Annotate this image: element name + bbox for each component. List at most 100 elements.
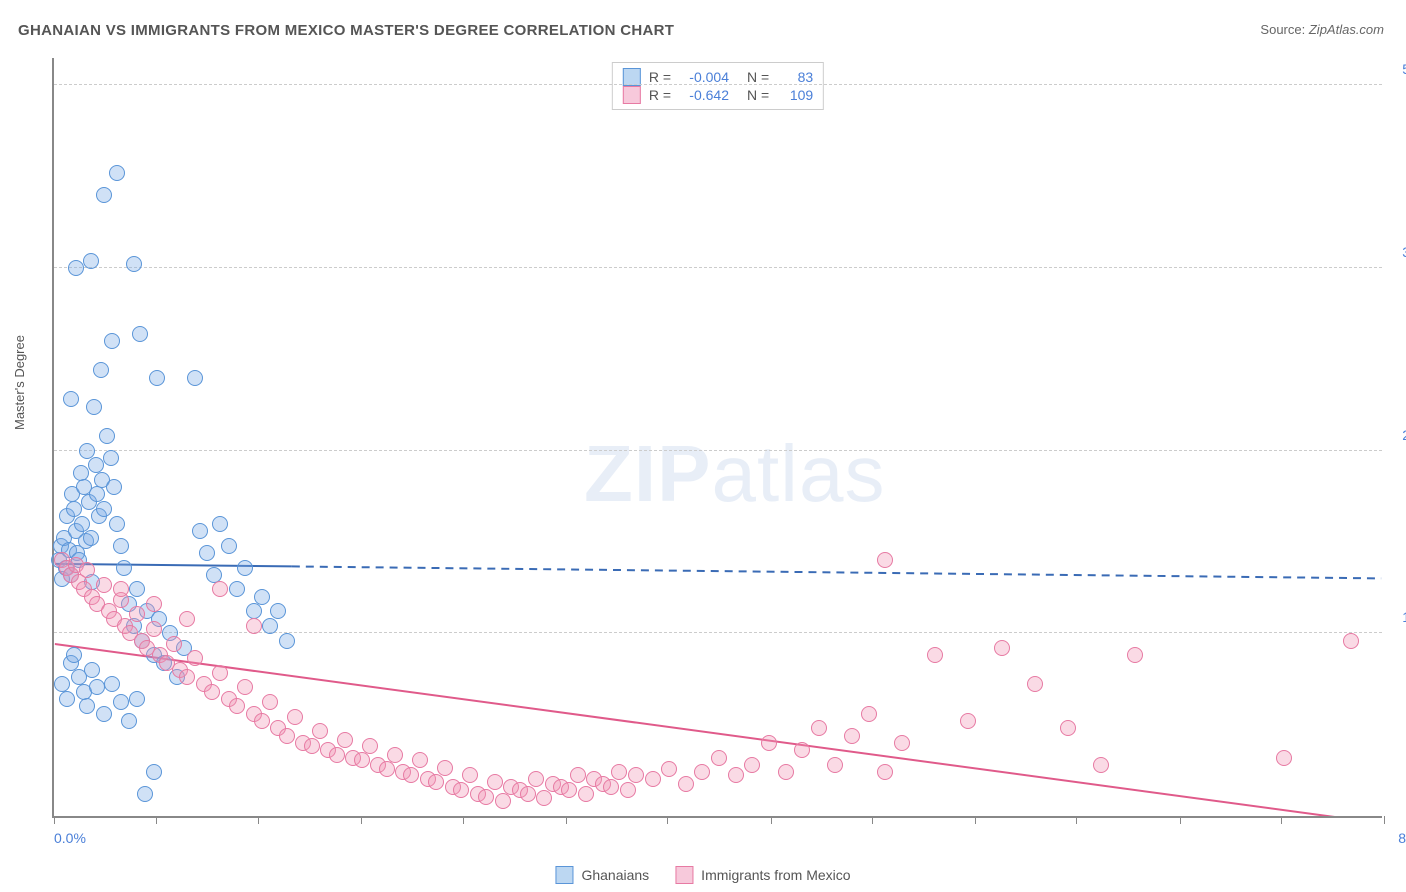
stats-row: R =-0.642N =109 bbox=[623, 86, 813, 104]
data-point bbox=[229, 698, 245, 714]
y-tick-label: 12.5% bbox=[1388, 609, 1406, 625]
data-point bbox=[104, 676, 120, 692]
data-point bbox=[63, 391, 79, 407]
data-point bbox=[132, 326, 148, 342]
data-point bbox=[83, 253, 99, 269]
data-point bbox=[212, 581, 228, 597]
x-tick bbox=[1281, 816, 1282, 824]
x-tick bbox=[1180, 816, 1181, 824]
x-tick bbox=[361, 816, 362, 824]
data-point bbox=[113, 581, 129, 597]
data-point bbox=[711, 750, 727, 766]
data-point bbox=[68, 260, 84, 276]
data-point bbox=[229, 581, 245, 597]
legend-label: Ghanaians bbox=[581, 867, 649, 883]
stat-r-label: R = bbox=[649, 87, 671, 103]
legend-swatch bbox=[675, 866, 693, 884]
watermark-bold: ZIP bbox=[584, 429, 711, 518]
data-point bbox=[96, 577, 112, 593]
data-point bbox=[678, 776, 694, 792]
data-point bbox=[861, 706, 877, 722]
y-tick-label: 37.5% bbox=[1388, 244, 1406, 260]
data-point bbox=[811, 720, 827, 736]
stat-r-value: -0.004 bbox=[679, 69, 729, 85]
regression-lines bbox=[54, 58, 1382, 816]
stats-legend-box: R =-0.004N =83R =-0.642N =109 bbox=[612, 62, 824, 110]
data-point bbox=[246, 618, 262, 634]
data-point bbox=[337, 732, 353, 748]
data-point bbox=[137, 786, 153, 802]
legend: Ghanaians Immigrants from Mexico bbox=[555, 866, 850, 884]
data-point bbox=[528, 771, 544, 787]
data-point bbox=[354, 752, 370, 768]
data-point bbox=[312, 723, 328, 739]
data-point bbox=[428, 774, 444, 790]
data-point bbox=[86, 399, 102, 415]
x-tick bbox=[667, 816, 668, 824]
data-point bbox=[109, 516, 125, 532]
data-point bbox=[561, 782, 577, 798]
data-point bbox=[106, 479, 122, 495]
data-point bbox=[495, 793, 511, 809]
data-point bbox=[103, 450, 119, 466]
data-point bbox=[187, 370, 203, 386]
x-tick bbox=[1384, 816, 1385, 824]
x-tick bbox=[975, 816, 976, 824]
data-point bbox=[66, 501, 82, 517]
x-tick bbox=[54, 816, 55, 824]
data-point bbox=[84, 662, 100, 678]
data-point bbox=[1127, 647, 1143, 663]
data-point bbox=[88, 457, 104, 473]
data-point bbox=[146, 596, 162, 612]
gridline bbox=[54, 84, 1382, 85]
stat-n-value: 83 bbox=[777, 69, 813, 85]
data-point bbox=[204, 684, 220, 700]
data-point bbox=[83, 530, 99, 546]
x-tick bbox=[872, 816, 873, 824]
data-point bbox=[437, 760, 453, 776]
data-point bbox=[620, 782, 636, 798]
data-point bbox=[1276, 750, 1292, 766]
x-tick bbox=[258, 816, 259, 824]
data-point bbox=[877, 552, 893, 568]
legend-swatch bbox=[555, 866, 573, 884]
x-tick-label-min: 0.0% bbox=[54, 830, 86, 846]
data-point bbox=[960, 713, 976, 729]
data-point bbox=[329, 747, 345, 763]
data-point bbox=[1093, 757, 1109, 773]
data-point bbox=[116, 560, 132, 576]
data-point bbox=[611, 764, 627, 780]
data-point bbox=[412, 752, 428, 768]
data-point bbox=[694, 764, 710, 780]
data-point bbox=[570, 767, 586, 783]
data-point bbox=[536, 790, 552, 806]
legend-label: Immigrants from Mexico bbox=[701, 867, 850, 883]
data-point bbox=[279, 633, 295, 649]
data-point bbox=[827, 757, 843, 773]
legend-item: Immigrants from Mexico bbox=[675, 866, 850, 884]
data-point bbox=[237, 560, 253, 576]
data-point bbox=[96, 501, 112, 517]
data-point bbox=[728, 767, 744, 783]
data-point bbox=[74, 516, 90, 532]
data-point bbox=[96, 706, 112, 722]
data-point bbox=[179, 669, 195, 685]
y-tick-label: 50.0% bbox=[1388, 61, 1406, 77]
data-point bbox=[453, 782, 469, 798]
stat-r-value: -0.642 bbox=[679, 87, 729, 103]
data-point bbox=[304, 738, 320, 754]
data-point bbox=[109, 165, 125, 181]
data-point bbox=[93, 362, 109, 378]
data-point bbox=[279, 728, 295, 744]
data-point bbox=[578, 786, 594, 802]
data-point bbox=[79, 562, 95, 578]
data-point bbox=[387, 747, 403, 763]
legend-item: Ghanaians bbox=[555, 866, 649, 884]
data-point bbox=[126, 256, 142, 272]
data-point bbox=[179, 611, 195, 627]
y-axis-label: Master's Degree bbox=[12, 335, 27, 430]
data-point bbox=[149, 370, 165, 386]
data-point bbox=[379, 761, 395, 777]
data-point bbox=[59, 691, 75, 707]
data-point bbox=[166, 636, 182, 652]
